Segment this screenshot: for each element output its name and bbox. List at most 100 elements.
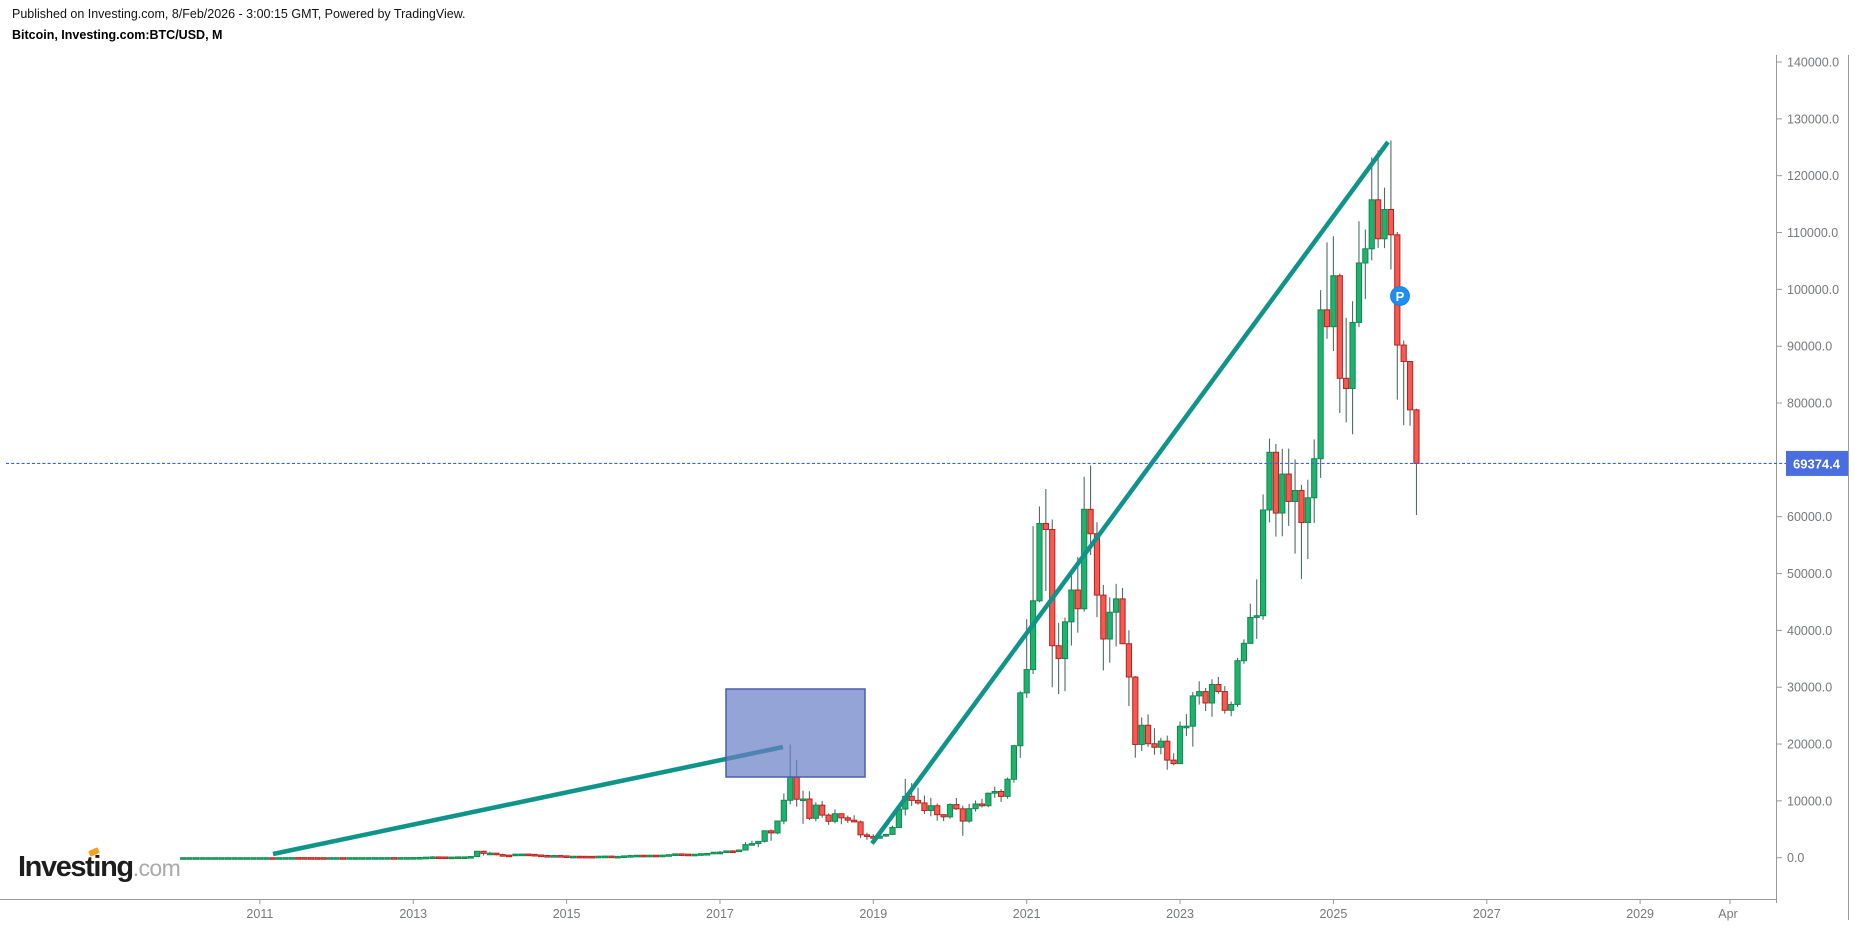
candle-body	[1208, 684, 1216, 704]
candle	[1202, 687, 1209, 712]
candle	[946, 803, 954, 819]
candle-body	[780, 799, 787, 822]
candle-body	[793, 776, 800, 800]
price-axis-label: 0.0	[1787, 851, 1804, 865]
time-axis[interactable]: 2011 2013 2015 2017 2019 2021 2023 2025 2027 2029…	[246, 899, 1738, 921]
candle-body	[403, 857, 410, 860]
candle	[339, 857, 347, 860]
price-axis-label: 130000.0	[1787, 112, 1839, 126]
candle-body	[359, 857, 366, 860]
candle-body	[314, 857, 321, 860]
candle	[1061, 617, 1069, 692]
candle-body	[966, 808, 973, 822]
candle-body	[301, 857, 308, 860]
candle	[595, 855, 602, 859]
candle-body	[889, 826, 896, 835]
candle-body	[186, 857, 193, 860]
candle-body	[1311, 458, 1318, 499]
trend-line-1[interactable]	[272, 744, 784, 857]
price-axis-label: 60000.0	[1787, 510, 1832, 524]
candle-body	[237, 857, 244, 860]
candle	[320, 857, 327, 860]
candle-body	[1049, 528, 1056, 647]
candle-body	[205, 857, 212, 860]
drawing-rectangle[interactable]	[725, 688, 866, 778]
logo-text-light: .com	[132, 855, 181, 881]
candle	[1272, 443, 1279, 537]
candle	[1387, 140, 1395, 270]
candle-body	[704, 852, 711, 856]
candle-body	[831, 813, 839, 822]
candle	[1049, 519, 1056, 688]
candle-body	[1017, 692, 1024, 747]
candle	[218, 857, 225, 860]
candle-body	[774, 820, 781, 834]
candle	[422, 856, 430, 860]
published-marker[interactable]: P	[1390, 286, 1410, 306]
candle-body	[512, 853, 519, 857]
candle	[582, 855, 589, 859]
candle	[371, 857, 378, 860]
candle	[1330, 236, 1337, 352]
logo-text-bold: Investing	[18, 851, 134, 883]
candle	[237, 857, 244, 860]
candle-body	[927, 805, 934, 811]
candle-body	[991, 790, 998, 794]
trend-line-2[interactable]	[870, 140, 1390, 845]
candle-body	[397, 857, 404, 860]
candle-body	[1336, 275, 1343, 379]
candle	[959, 805, 966, 836]
candle	[474, 850, 481, 858]
candle	[1260, 494, 1267, 620]
candle	[767, 829, 775, 841]
candle-body	[1176, 725, 1184, 765]
candle	[569, 855, 577, 859]
candle-body	[365, 857, 372, 860]
candle	[1068, 570, 1075, 646]
candle	[1144, 714, 1152, 747]
candle-body	[838, 813, 845, 819]
candle-body	[563, 855, 570, 858]
candle-body	[1323, 309, 1331, 328]
candle-body	[678, 853, 685, 856]
candle-body	[684, 853, 692, 857]
price-axis[interactable]: 0.0 10000.0 20000.0 30000.0 40000.0 50000.0 60…	[1776, 56, 1839, 866]
candle-body	[1144, 724, 1152, 745]
candle-body	[755, 840, 762, 845]
candle	[940, 813, 947, 822]
candle-body	[480, 850, 487, 854]
time-axis-label: 2023	[1166, 907, 1194, 921]
candle	[307, 857, 315, 860]
candle	[1157, 737, 1164, 755]
candle-body	[959, 808, 966, 822]
time-axis-label: 2025	[1319, 907, 1347, 921]
candle	[1055, 622, 1062, 695]
candle-body	[946, 804, 954, 818]
candle	[1298, 484, 1305, 579]
candle-body	[652, 854, 660, 858]
time-axis-label: 2017	[706, 907, 734, 921]
candle	[199, 857, 206, 860]
time-axis-label-month: Apr	[1718, 907, 1737, 921]
candle	[736, 849, 743, 853]
candle	[1266, 438, 1273, 523]
candle	[1368, 157, 1375, 261]
candle-body	[320, 857, 327, 860]
candle	[710, 851, 717, 855]
candle-body	[384, 857, 391, 860]
candle	[1010, 744, 1017, 783]
candle-body	[339, 857, 347, 860]
investing-logo[interactable]: Investing .com	[18, 847, 181, 884]
candle-body	[1023, 669, 1030, 694]
candle-body	[180, 857, 187, 860]
candle	[723, 850, 730, 854]
candle-body	[659, 854, 666, 858]
candle	[806, 791, 813, 821]
candle-body	[295, 857, 302, 860]
price-axis-label: 50000.0	[1787, 567, 1832, 581]
candle	[263, 857, 270, 860]
candle	[1208, 679, 1216, 717]
candle-body	[499, 854, 506, 857]
candle	[244, 857, 251, 860]
